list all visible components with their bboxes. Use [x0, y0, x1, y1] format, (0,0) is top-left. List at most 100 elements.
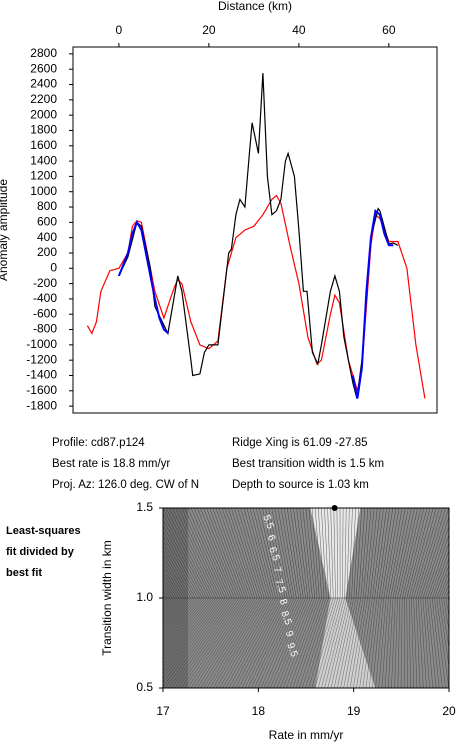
contour-line	[187, 508, 228, 599]
contour-line	[163, 563, 184, 599]
contour-line	[343, 597, 362, 688]
contour-line	[438, 571, 449, 599]
contour-line	[353, 508, 359, 599]
contour-line	[447, 595, 449, 599]
contour-line	[163, 597, 198, 638]
contour-line	[308, 597, 336, 688]
contour-line	[360, 508, 369, 599]
info-line: Depth to source is 1.03 km	[232, 479, 369, 491]
contour-line	[298, 597, 329, 688]
contour-line	[441, 577, 449, 599]
contour-line	[352, 597, 368, 688]
contour-line	[257, 597, 299, 688]
contour-line	[163, 598, 164, 599]
contour-line	[234, 508, 263, 599]
contour-line	[305, 508, 316, 599]
contour-line	[431, 597, 443, 688]
contour-line	[163, 597, 230, 688]
contour-line	[362, 508, 372, 599]
contour-line	[391, 597, 396, 688]
contour-line	[163, 597, 189, 626]
contour-line	[385, 508, 403, 599]
contour-label: 5.5	[260, 514, 275, 531]
contour-line	[346, 597, 364, 688]
contour-line	[190, 508, 230, 599]
contour-line	[224, 508, 256, 599]
contour-line	[221, 508, 253, 599]
contour-line	[395, 508, 415, 599]
contour-line	[238, 597, 286, 688]
contour-label: 9	[283, 630, 295, 639]
contour-line	[184, 597, 247, 688]
contour-line	[411, 508, 437, 599]
contour-line	[378, 597, 387, 688]
contour-line	[317, 597, 343, 688]
contour-line	[225, 597, 276, 688]
y-tick-label: -1600	[26, 383, 57, 397]
contour-line	[218, 508, 251, 599]
contour-label: 8.5	[278, 610, 293, 627]
contour-line	[262, 508, 283, 599]
contour-line	[376, 508, 390, 599]
contour-line	[184, 508, 226, 599]
contour-line	[372, 597, 382, 688]
note-line: fit divided by	[6, 546, 75, 558]
contour-line	[311, 508, 320, 599]
contour-line	[367, 508, 378, 599]
contour-line	[240, 508, 267, 599]
contour-line	[330, 597, 352, 688]
contour-line	[413, 508, 440, 599]
contour-line	[163, 597, 194, 632]
x-tick-label: 18	[252, 704, 266, 718]
contour-line	[351, 508, 356, 599]
contour-line	[163, 597, 191, 629]
contour-line	[196, 508, 235, 599]
info-line: Proj. Az: 126.0 deg. CW of N	[52, 479, 199, 491]
contour-line	[368, 597, 380, 688]
contour-line	[460, 598, 467, 688]
contour-line	[163, 597, 217, 664]
contour-line	[436, 564, 449, 599]
y-tick-label: -400	[33, 291, 57, 305]
y-tick-label: -800	[33, 322, 57, 336]
contour-line	[246, 508, 272, 599]
contour-line	[163, 597, 226, 679]
contour-line	[365, 597, 378, 688]
contour-line	[193, 597, 253, 688]
contour-line	[362, 597, 375, 688]
contour-line	[193, 508, 233, 599]
contour-line	[267, 597, 306, 688]
x-tick-label: 40	[292, 23, 306, 37]
y-tick-label: -1000	[26, 337, 57, 351]
contour-line	[163, 579, 175, 599]
contour-line	[163, 597, 182, 618]
contour-line	[206, 508, 242, 599]
contour-line	[455, 598, 467, 688]
contour-line	[163, 524, 203, 599]
contour-line	[429, 542, 449, 599]
contour-line	[388, 597, 394, 688]
contour-line	[356, 597, 371, 688]
contour-line	[457, 598, 467, 688]
y-tick-label: 1400	[30, 153, 57, 167]
contour-line	[181, 597, 244, 688]
contour-line	[270, 597, 309, 688]
contour-line	[235, 597, 283, 688]
contour-line	[259, 508, 281, 599]
contour-line	[290, 508, 304, 599]
contour-line	[358, 508, 366, 599]
contour-line	[404, 508, 428, 599]
contour-line	[443, 597, 449, 633]
contour-line	[168, 597, 235, 688]
contour-line	[283, 508, 299, 599]
contour-line	[418, 597, 424, 688]
contour-label: 9.5	[284, 642, 299, 659]
x-axis-label: Distance (km)	[218, 0, 292, 13]
plot-frame	[72, 46, 438, 414]
contour-line	[321, 597, 345, 688]
contour-line	[436, 597, 449, 688]
contour-line	[282, 597, 318, 688]
contour-line	[383, 508, 400, 599]
contour-line	[241, 597, 288, 688]
contour-line	[372, 508, 384, 599]
